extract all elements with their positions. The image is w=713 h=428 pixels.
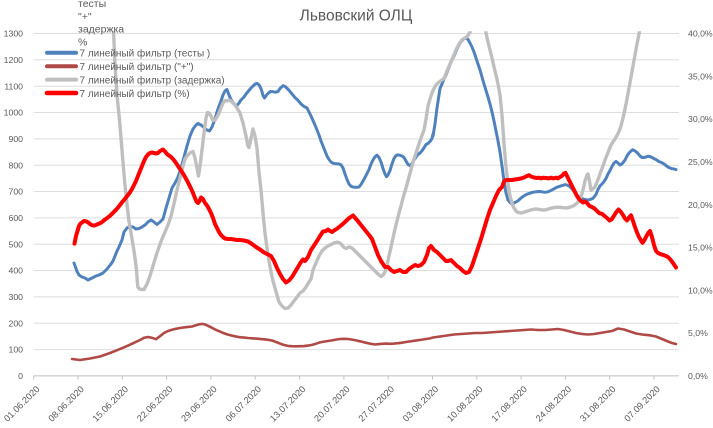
svg-text:%: % bbox=[78, 36, 87, 48]
svg-text:24.08.2020: 24.08.2020 bbox=[534, 384, 574, 424]
svg-text:15,0%: 15,0% bbox=[688, 243, 713, 253]
svg-text:7 линейный фильтр (тесты ): 7 линейный фильтр (тесты ) bbox=[80, 48, 211, 60]
svg-text:15.06.2020: 15.06.2020 bbox=[91, 384, 131, 424]
svg-text:0,0%: 0,0% bbox=[688, 371, 708, 381]
svg-text:200: 200 bbox=[9, 318, 24, 328]
svg-text:1300: 1300 bbox=[4, 29, 23, 39]
svg-text:01.06.2020: 01.06.2020 bbox=[2, 384, 42, 424]
svg-text:400: 400 bbox=[9, 266, 24, 276]
svg-text:700: 700 bbox=[9, 187, 24, 197]
svg-text:07.09.2020: 07.09.2020 bbox=[622, 384, 662, 424]
svg-text:5,0%: 5,0% bbox=[688, 328, 708, 338]
svg-text:17.08.2020: 17.08.2020 bbox=[489, 384, 529, 424]
svg-text:22.06.2020: 22.06.2020 bbox=[135, 384, 175, 424]
svg-text:900: 900 bbox=[9, 134, 24, 144]
svg-text:7 линейный фильтр (%): 7 линейный фильтр (%) bbox=[80, 88, 190, 100]
svg-text:100: 100 bbox=[9, 345, 24, 355]
svg-text:27.07.2020: 27.07.2020 bbox=[357, 384, 397, 424]
svg-text:задержка: задержка bbox=[78, 24, 124, 36]
svg-text:1000: 1000 bbox=[4, 108, 23, 118]
svg-text:1100: 1100 bbox=[4, 81, 23, 91]
svg-text:31.08.2020: 31.08.2020 bbox=[578, 384, 618, 424]
svg-text:06.07.2020: 06.07.2020 bbox=[224, 384, 264, 424]
svg-text:08.06.2020: 08.06.2020 bbox=[46, 384, 86, 424]
svg-text:"+": "+" bbox=[78, 11, 92, 23]
svg-text:тесты: тесты bbox=[78, 0, 106, 10]
svg-text:40,0%: 40,0% bbox=[688, 29, 713, 39]
svg-text:500: 500 bbox=[9, 239, 24, 249]
svg-text:25,0%: 25,0% bbox=[688, 157, 713, 167]
svg-text:29.06.2020: 29.06.2020 bbox=[179, 384, 219, 424]
svg-text:600: 600 bbox=[9, 213, 24, 223]
svg-text:800: 800 bbox=[9, 160, 24, 170]
svg-text:300: 300 bbox=[9, 292, 24, 302]
svg-text:7 линейный фильтр ("+"): 7 линейный фильтр ("+") bbox=[80, 61, 194, 73]
svg-text:10,0%: 10,0% bbox=[688, 285, 713, 295]
svg-text:Львовский ОЛЦ: Львовский ОЛЦ bbox=[300, 8, 413, 25]
svg-text:7 линейный фильтр (задержка): 7 линейный фильтр (задержка) bbox=[80, 74, 225, 86]
svg-text:13.07.2020: 13.07.2020 bbox=[268, 384, 308, 424]
svg-text:20.07.2020: 20.07.2020 bbox=[312, 384, 352, 424]
svg-text:20,0%: 20,0% bbox=[688, 200, 713, 210]
svg-text:03.08.2020: 03.08.2020 bbox=[401, 384, 441, 424]
svg-text:1200: 1200 bbox=[4, 55, 23, 65]
svg-text:35,0%: 35,0% bbox=[688, 71, 713, 81]
svg-text:30,0%: 30,0% bbox=[688, 114, 713, 124]
svg-text:10.08.2020: 10.08.2020 bbox=[445, 384, 485, 424]
svg-text:0: 0 bbox=[18, 371, 23, 381]
